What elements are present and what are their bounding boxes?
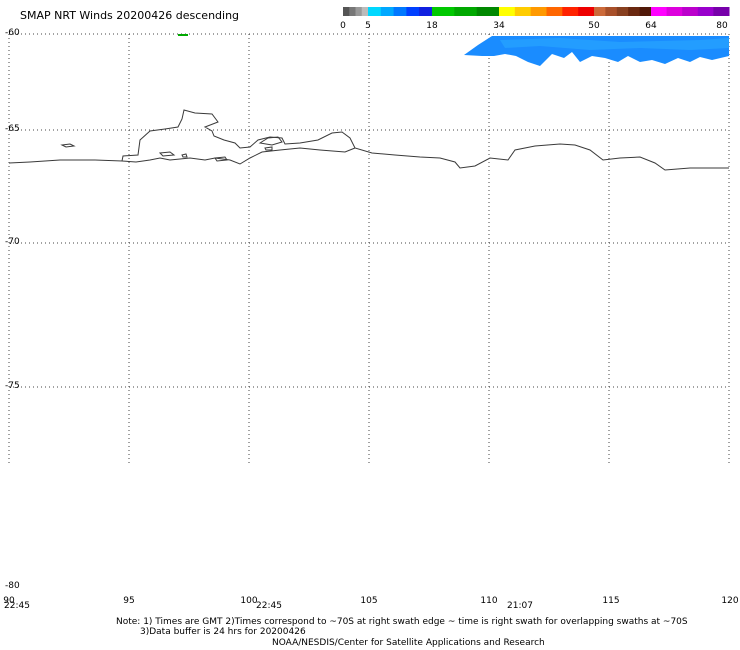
colorbar-tick-label: 5 [365, 21, 371, 31]
colorbar-swatch [499, 7, 516, 16]
wind-speed-colorbar [343, 7, 730, 16]
credit-line: NOAA/NESDIS/Center for Satellite Applica… [272, 638, 545, 648]
colorbar-swatch [368, 7, 382, 16]
colorbar-swatch [419, 7, 433, 16]
colorbar-swatch [406, 7, 420, 16]
colorbar-swatch [639, 7, 652, 16]
colorbar-swatch [530, 7, 547, 16]
note-line: 3)Data buffer is 24 hrs for 20200426 [140, 627, 306, 637]
swath-time: 22:45 [256, 601, 282, 611]
wind-swath-fragment [178, 34, 188, 36]
colorbar-tick-label: 0 [340, 21, 346, 31]
lat-label: -65 [5, 124, 20, 134]
graticule [8, 33, 730, 465]
colorbar-swatch [454, 7, 478, 16]
lon-label: 90 [3, 596, 15, 606]
lon-label: 95 [123, 596, 135, 606]
colorbar-swatch [355, 7, 363, 16]
colorbar-swatch [578, 7, 595, 16]
lon-label: 110 [480, 596, 498, 606]
colorbar-tick-label: 34 [493, 21, 505, 31]
colorbar-swatch [651, 7, 668, 16]
colorbar-swatch [476, 7, 500, 16]
lat-label: -60 [5, 28, 20, 38]
colorbar-swatch [616, 7, 629, 16]
swath-time: 22:45 [4, 601, 30, 611]
lon-label: 115 [602, 596, 620, 606]
swath-time: 21:07 [507, 601, 533, 611]
colorbar-swatch [514, 7, 532, 16]
lon-label: 100 [240, 596, 258, 606]
colorbar-swatch [594, 7, 606, 16]
colorbar-tick-label: 80 [716, 21, 728, 31]
colorbar-swatch [666, 7, 683, 16]
colorbar-swatch [349, 7, 356, 16]
note-line: Note: 1) Times are GMT 2)Times correspon… [116, 617, 688, 627]
colorbar-swatch [361, 7, 369, 16]
map-title: SMAP NRT Winds 20200426 descending [20, 9, 240, 22]
colorbar-swatch [393, 7, 407, 16]
colorbar-swatch [605, 7, 618, 16]
lon-label: 105 [360, 596, 378, 606]
colorbar-tick-label: 18 [426, 21, 438, 31]
colorbar-tick-label: 64 [645, 21, 657, 31]
wind-swath-highlight [500, 38, 729, 50]
lat-label: -80 [5, 581, 20, 591]
colorbar-swatch [380, 7, 395, 16]
colorbar-tick-label: 50 [588, 21, 600, 31]
colorbar-swatch [682, 7, 699, 16]
lat-label: -75 [5, 381, 20, 391]
colorbar-swatch [562, 7, 579, 16]
colorbar-swatch [343, 7, 350, 16]
lon-label: 120 [721, 596, 739, 606]
colorbar-swatch [697, 7, 714, 16]
colorbar-swatch [432, 7, 455, 16]
colorbar-swatch [546, 7, 563, 16]
colorbar-swatch [713, 7, 730, 16]
coastline [8, 109, 729, 171]
colorbar-swatch [628, 7, 641, 16]
lat-label: -70 [5, 237, 20, 247]
